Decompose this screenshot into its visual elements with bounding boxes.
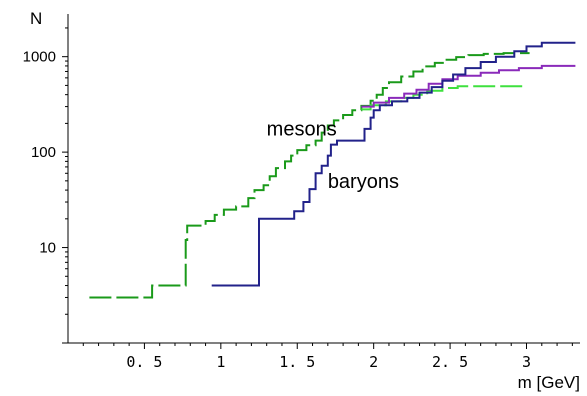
x-tick-label: 2 <box>369 353 378 371</box>
series-line-4 <box>211 41 576 287</box>
ticks-layer: 0. 5 1 1. 5 2 2. 5 3 10 100 1000 <box>23 27 573 371</box>
axes-layer <box>67 14 580 344</box>
y-tick-label: 100 <box>31 144 56 161</box>
x-axis-title: m [GeV] <box>518 373 580 392</box>
annotation-mesons: mesons <box>267 118 337 140</box>
y-tick-label: 1000 <box>23 49 56 66</box>
series-line-1 <box>89 52 530 299</box>
y-axis-title: N <box>30 9 42 28</box>
x-tick-label: 1. 5 <box>279 353 315 371</box>
annotation-baryons: baryons <box>328 171 399 193</box>
annotations-layer: mesons baryons <box>267 118 399 193</box>
x-tick-label: 3 <box>522 353 531 371</box>
series-line-2 <box>361 85 527 111</box>
series-layer <box>89 41 576 299</box>
x-tick-label: 0. 5 <box>126 353 162 371</box>
y-tick-label: 10 <box>39 240 56 257</box>
x-tick-label: 1 <box>216 353 225 371</box>
x-tick-label: 2. 5 <box>432 353 468 371</box>
